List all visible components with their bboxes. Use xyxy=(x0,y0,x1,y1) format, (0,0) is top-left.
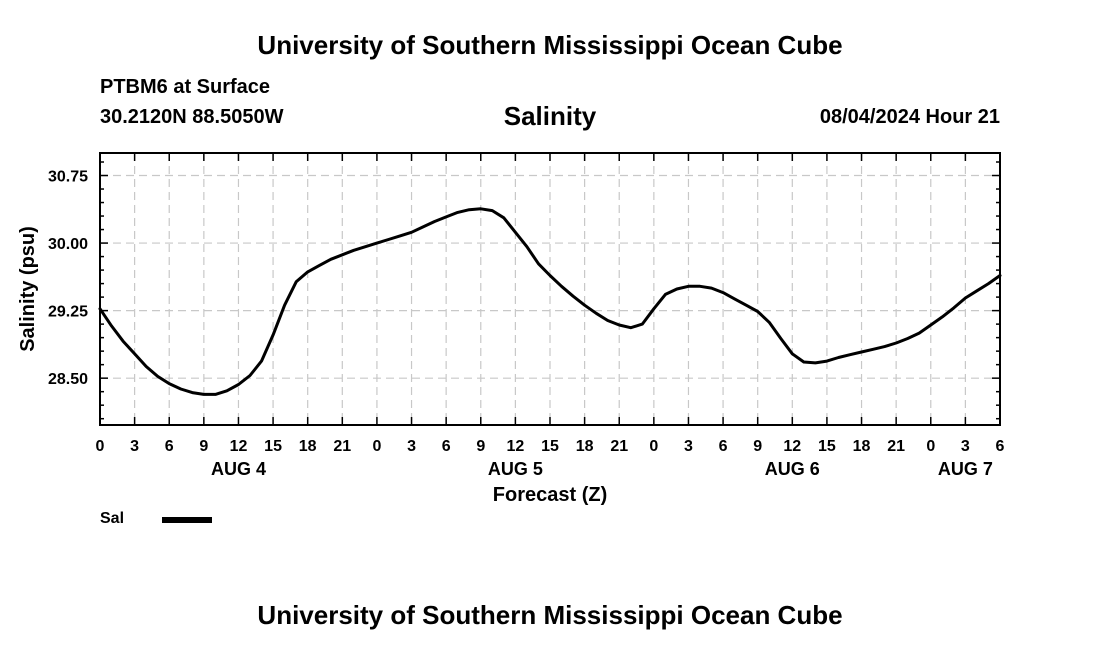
x-tick-label: 3 xyxy=(961,438,970,455)
x-tick-label: 0 xyxy=(372,438,381,455)
x-tick-label: 12 xyxy=(506,438,524,455)
x-tick-label: 21 xyxy=(333,438,351,455)
page-title: University of Southern Mississippi Ocean… xyxy=(257,30,843,60)
x-tick-label: 0 xyxy=(926,438,935,455)
x-tick-label: 15 xyxy=(541,438,559,455)
x-tick-label: 3 xyxy=(407,438,416,455)
x-tick-label: 18 xyxy=(853,438,871,455)
x-tick-label: 6 xyxy=(442,438,451,455)
day-label: AUG 7 xyxy=(938,459,993,479)
x-tick-label: 9 xyxy=(476,438,485,455)
x-tick-label: 0 xyxy=(96,438,105,455)
y-tick-label: 30.00 xyxy=(48,236,88,253)
legend-swatch xyxy=(162,517,212,523)
x-tick-label: 12 xyxy=(783,438,801,455)
x-tick-label: 18 xyxy=(299,438,317,455)
day-label: AUG 4 xyxy=(211,459,266,479)
y-tick-label: 30.75 xyxy=(48,169,88,186)
x-tick-label: 18 xyxy=(576,438,594,455)
x-tick-label: 0 xyxy=(649,438,658,455)
forecast-datetime: 08/04/2024 Hour 21 xyxy=(819,106,1000,128)
x-tick-label: 3 xyxy=(130,438,139,455)
y-axis-label: Salinity (psu) xyxy=(17,226,39,352)
x-axis-label: Forecast (Z) xyxy=(493,484,607,506)
chart-title: Salinity xyxy=(503,101,597,131)
series-line-sal xyxy=(98,207,1002,396)
x-tick-label: 6 xyxy=(165,438,174,455)
x-tick-label: 3 xyxy=(684,438,693,455)
station-coordinates: 30.2120N 88.5050W xyxy=(100,106,284,128)
station-label: PTBM6 at Surface xyxy=(100,76,271,98)
day-label: AUG 6 xyxy=(765,459,820,479)
x-tick-label: 21 xyxy=(887,438,905,455)
x-tick-label: 9 xyxy=(753,438,762,455)
x-tick-label: 15 xyxy=(264,438,282,455)
y-tick-label: 28.50 xyxy=(48,371,88,388)
x-tick-label: 12 xyxy=(230,438,248,455)
x-tick-label: 21 xyxy=(610,438,628,455)
y-tick-label: 29.25 xyxy=(48,304,88,321)
footer-title: University of Southern Mississippi Ocean… xyxy=(257,600,843,630)
day-label: AUG 5 xyxy=(488,459,543,479)
x-tick-label: 15 xyxy=(818,438,836,455)
legend-label: Sal xyxy=(100,510,125,527)
x-tick-label: 6 xyxy=(996,438,1005,455)
x-tick-label: 9 xyxy=(199,438,208,455)
x-tick-label: 6 xyxy=(719,438,728,455)
